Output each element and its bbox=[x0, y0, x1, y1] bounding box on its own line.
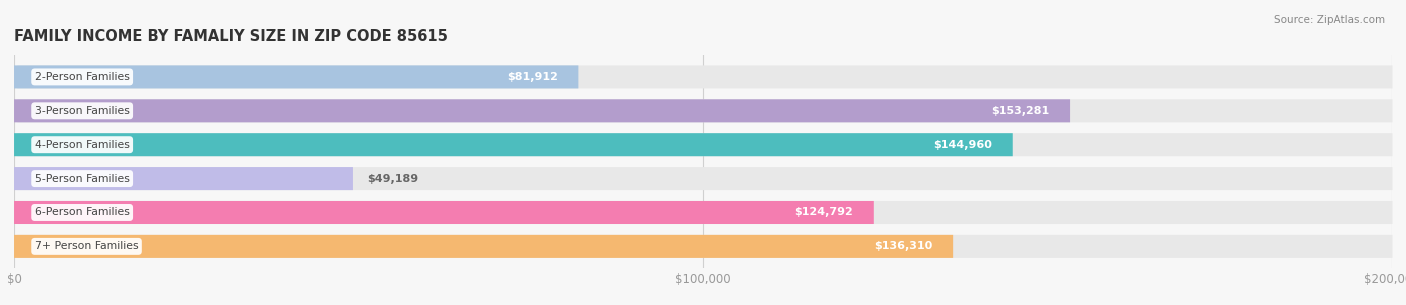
Text: Source: ZipAtlas.com: Source: ZipAtlas.com bbox=[1274, 15, 1385, 25]
Text: 5-Person Families: 5-Person Families bbox=[35, 174, 129, 184]
Text: FAMILY INCOME BY FAMALIY SIZE IN ZIP CODE 85615: FAMILY INCOME BY FAMALIY SIZE IN ZIP COD… bbox=[14, 29, 449, 44]
Text: $153,281: $153,281 bbox=[991, 106, 1049, 116]
FancyBboxPatch shape bbox=[17, 65, 1392, 88]
FancyBboxPatch shape bbox=[14, 65, 578, 88]
Text: $124,792: $124,792 bbox=[794, 207, 853, 217]
Text: $81,912: $81,912 bbox=[506, 72, 558, 82]
FancyBboxPatch shape bbox=[17, 235, 1392, 258]
Text: 7+ Person Families: 7+ Person Families bbox=[35, 241, 138, 251]
Text: 6-Person Families: 6-Person Families bbox=[35, 207, 129, 217]
FancyBboxPatch shape bbox=[14, 99, 1070, 122]
FancyBboxPatch shape bbox=[14, 167, 353, 190]
Text: $49,189: $49,189 bbox=[367, 174, 418, 184]
FancyBboxPatch shape bbox=[17, 99, 1392, 122]
Text: $136,310: $136,310 bbox=[875, 241, 932, 251]
FancyBboxPatch shape bbox=[14, 235, 953, 258]
Text: 4-Person Families: 4-Person Families bbox=[35, 140, 129, 150]
FancyBboxPatch shape bbox=[14, 201, 873, 224]
Text: 3-Person Families: 3-Person Families bbox=[35, 106, 129, 116]
FancyBboxPatch shape bbox=[14, 133, 1012, 156]
FancyBboxPatch shape bbox=[17, 167, 1392, 190]
Text: $144,960: $144,960 bbox=[934, 140, 993, 150]
FancyBboxPatch shape bbox=[17, 201, 1392, 224]
Text: 2-Person Families: 2-Person Families bbox=[35, 72, 129, 82]
FancyBboxPatch shape bbox=[17, 133, 1392, 156]
